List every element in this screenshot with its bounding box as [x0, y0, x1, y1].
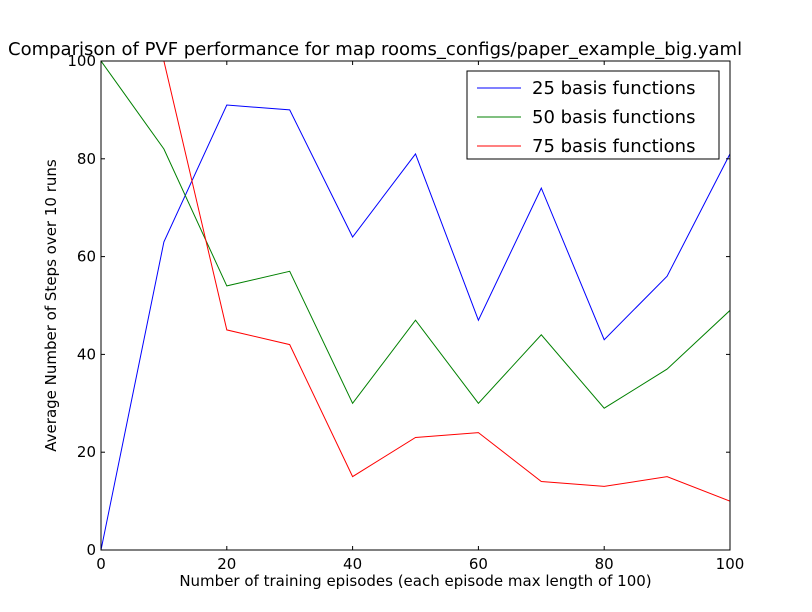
y-tick-label: 60 — [77, 248, 96, 266]
legend-label-3: 75 basis functions — [532, 136, 695, 157]
y-tick-label: 100 — [67, 52, 96, 70]
x-tick-label: 100 — [716, 555, 745, 573]
plot-area-frame — [100, 60, 731, 551]
x-tick-label: 60 — [469, 555, 488, 573]
legend: 25 basis functions 50 basis functions 75 b… — [466, 70, 720, 160]
series-layer — [101, 61, 730, 550]
series-line-1 — [101, 104, 730, 550]
legend-frame — [466, 70, 720, 160]
x-axis: 0 20 40 60 80 100 — [96, 61, 744, 573]
x-tick-label: 20 — [217, 555, 236, 573]
x-tick-label: 0 — [96, 555, 106, 573]
y-tick-label: 20 — [77, 443, 96, 461]
y-axis-label: Average Number of Steps over 10 runs — [42, 159, 60, 452]
y-tick-label: 40 — [77, 345, 96, 363]
y-tick-label: 80 — [77, 150, 96, 168]
y-tick-label: 0 — [86, 541, 96, 559]
y-axis: 0 20 40 60 80 100 — [67, 52, 730, 559]
x-axis-label: Number of training episodes (each episod… — [179, 572, 651, 590]
x-tick-label: 40 — [343, 555, 362, 573]
legend-label-1: 25 basis functions — [532, 78, 695, 99]
chart-title: Comparison of PVF performance for map ro… — [8, 39, 742, 60]
series-line-3 — [101, 61, 730, 502]
x-tick-label: 80 — [595, 555, 614, 573]
legend-label-2: 50 basis functions — [532, 107, 695, 128]
